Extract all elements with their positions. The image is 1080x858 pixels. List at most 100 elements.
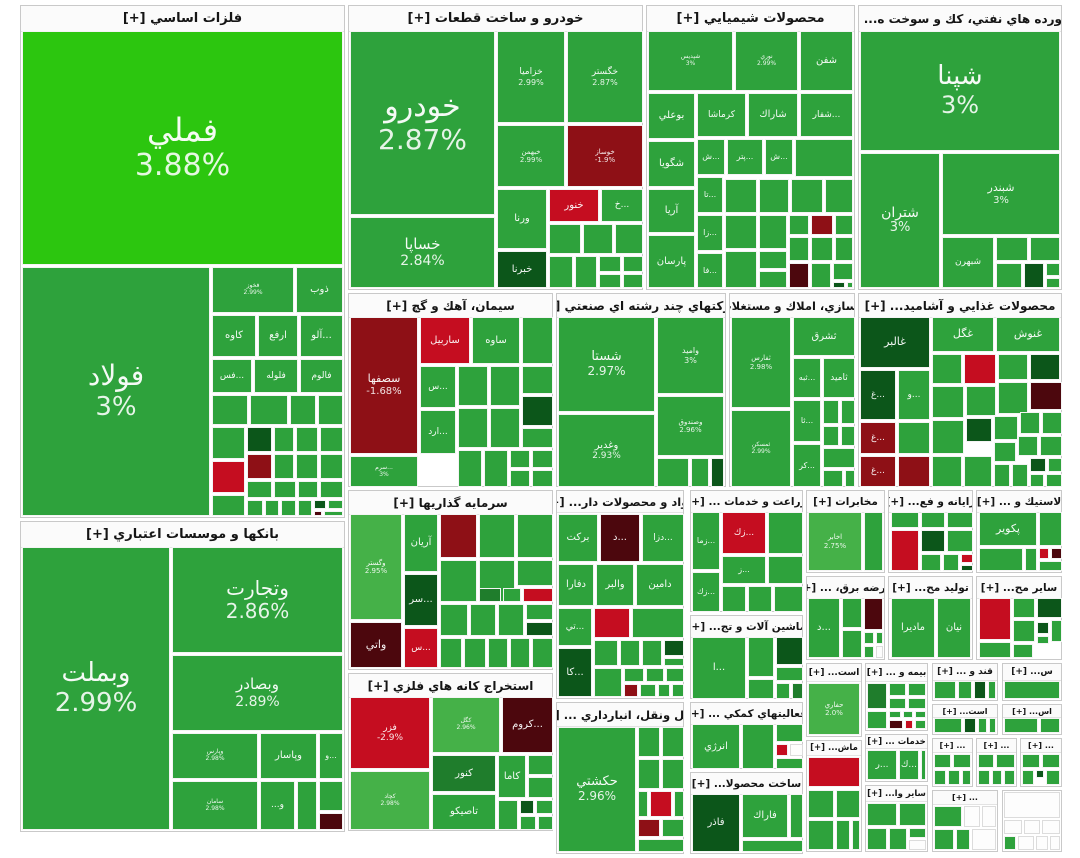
treemap-cell[interactable] bbox=[532, 470, 553, 487]
treemap-cell[interactable] bbox=[1037, 636, 1049, 644]
treemap-cell[interactable] bbox=[594, 608, 630, 638]
treemap-cell-حفاري[interactable]: حفاري 2.0% bbox=[808, 683, 860, 735]
treemap-cell[interactable] bbox=[889, 720, 903, 729]
treemap-cell-شفن[interactable]: شفن bbox=[800, 31, 853, 91]
treemap-cell[interactable] bbox=[510, 470, 530, 487]
treemap-cell[interactable] bbox=[961, 554, 973, 563]
sector-header-multi[interactable]: شركتهاي چند رشته اي صنعتي [+] bbox=[557, 294, 725, 318]
treemap-cell[interactable] bbox=[650, 791, 672, 817]
treemap-cell[interactable] bbox=[1039, 561, 1062, 571]
treemap-cell-...تي[interactable]: ...تي bbox=[558, 608, 592, 646]
treemap-cell[interactable] bbox=[725, 215, 757, 249]
treemap-cell-ثفارس[interactable]: ثفارس 2.98% bbox=[731, 317, 791, 408]
treemap-cell[interactable] bbox=[776, 744, 788, 756]
treemap-cell[interactable] bbox=[908, 683, 926, 696]
treemap-cell[interactable] bbox=[934, 718, 962, 733]
treemap-cell[interactable] bbox=[958, 681, 972, 699]
treemap-cell-...زما[interactable]: ...زما bbox=[692, 512, 720, 570]
treemap-cell-فملي[interactable]: فملي 3.88% bbox=[22, 31, 343, 265]
treemap-cell[interactable] bbox=[517, 560, 553, 586]
treemap-cell-...ز[interactable]: ...ز bbox=[722, 556, 766, 584]
sector-header-support[interactable]: فعاليتهاي كمكي ... [+] bbox=[691, 703, 802, 725]
treemap-cell-...زك[interactable]: ...زك bbox=[722, 512, 766, 554]
treemap-cell-والبر[interactable]: والبر bbox=[596, 564, 634, 606]
treemap-cell[interactable] bbox=[247, 481, 272, 498]
treemap-cell[interactable] bbox=[835, 215, 853, 235]
treemap-cell[interactable] bbox=[488, 638, 508, 668]
treemap-cell[interactable] bbox=[1040, 718, 1060, 733]
treemap-cell[interactable] bbox=[921, 530, 945, 552]
sector-header-metals[interactable]: فلزات اساسي [+] bbox=[21, 6, 344, 32]
sector-header-telecom[interactable]: مخابرات [+] bbox=[807, 491, 884, 513]
treemap-cell[interactable] bbox=[998, 382, 1028, 414]
treemap-cell[interactable] bbox=[725, 179, 757, 213]
treemap-cell[interactable] bbox=[314, 511, 322, 516]
treemap-cell[interactable] bbox=[498, 800, 518, 830]
treemap-cell[interactable] bbox=[947, 530, 973, 552]
treemap-cell-وبملت[interactable]: وبملت 2.99% bbox=[22, 547, 170, 830]
treemap-cell-پارسان[interactable]: پارسان bbox=[648, 235, 695, 288]
treemap-cell[interactable] bbox=[532, 450, 553, 468]
treemap-cell[interactable] bbox=[1046, 263, 1060, 276]
sector-header-tiny1[interactable]: ... [+] bbox=[933, 739, 972, 753]
treemap-cell-...سرم[interactable]: ...سرم 3% bbox=[350, 456, 418, 487]
treemap-cell[interactable] bbox=[624, 668, 644, 682]
treemap-cell[interactable] bbox=[662, 819, 684, 837]
treemap-cell[interactable] bbox=[823, 426, 839, 446]
treemap-cell-فالوم[interactable]: فالوم bbox=[300, 359, 343, 393]
treemap-cell[interactable] bbox=[996, 263, 1022, 288]
treemap-cell-سصفها[interactable]: سصفها -1.68% bbox=[350, 317, 418, 454]
sector-header-food[interactable]: محصولات غذايي و آشاميد... [+] bbox=[859, 294, 1061, 318]
treemap-cell[interactable] bbox=[664, 640, 684, 656]
treemap-cell[interactable] bbox=[891, 512, 919, 528]
treemap-cell[interactable] bbox=[808, 757, 860, 787]
treemap-cell[interactable] bbox=[994, 442, 1016, 462]
treemap-cell[interactable] bbox=[464, 638, 486, 668]
treemap-cell[interactable] bbox=[974, 681, 986, 699]
treemap-cell-شتران[interactable]: شتران 3% bbox=[860, 153, 940, 288]
treemap-cell[interactable] bbox=[953, 754, 971, 768]
treemap-cell-كگل[interactable]: كگل 2.96% bbox=[432, 697, 500, 753]
treemap-cell[interactable] bbox=[972, 829, 996, 850]
treemap-cell-انرژي[interactable]: انرژي bbox=[692, 724, 740, 769]
treemap-cell-...خ[interactable]: ...خ bbox=[601, 189, 643, 222]
treemap-cell[interactable] bbox=[889, 711, 901, 718]
treemap-cell[interactable] bbox=[318, 395, 343, 425]
treemap-cell[interactable] bbox=[966, 386, 996, 416]
treemap-cell[interactable] bbox=[297, 781, 317, 830]
treemap-cell[interactable] bbox=[520, 800, 534, 814]
treemap-cell-وبصادر[interactable]: وبصادر 2.89% bbox=[172, 655, 343, 731]
treemap-cell-فولاد[interactable]: فولاد 3% bbox=[22, 267, 210, 516]
treemap-cell[interactable] bbox=[265, 500, 279, 516]
treemap-cell[interactable] bbox=[1030, 382, 1062, 410]
treemap-cell[interactable] bbox=[599, 274, 621, 288]
treemap-cell[interactable] bbox=[921, 512, 945, 528]
treemap-cell[interactable] bbox=[833, 282, 845, 288]
treemap-cell[interactable] bbox=[1036, 836, 1048, 850]
treemap-cell[interactable] bbox=[247, 427, 272, 452]
treemap-cell[interactable] bbox=[319, 813, 343, 830]
sector-header-services[interactable]: خدمات ... [+] bbox=[866, 735, 927, 749]
treemap-cell[interactable] bbox=[808, 790, 834, 818]
treemap-cell[interactable] bbox=[691, 458, 709, 487]
sector-header-insurance[interactable]: بيمه و ... [+] bbox=[866, 664, 927, 682]
treemap-cell[interactable] bbox=[996, 237, 1028, 261]
treemap-cell-اخابر[interactable]: اخابر 2.75% bbox=[808, 512, 862, 571]
treemap-cell[interactable] bbox=[1050, 836, 1060, 850]
treemap-cell[interactable] bbox=[523, 588, 553, 602]
treemap-cell-وپارس[interactable]: وپارس 2.98% bbox=[172, 733, 258, 779]
treemap-cell[interactable] bbox=[1004, 770, 1015, 785]
treemap-cell[interactable] bbox=[1022, 770, 1034, 785]
treemap-cell[interactable] bbox=[943, 554, 959, 571]
treemap-cell[interactable] bbox=[867, 828, 887, 850]
treemap-cell[interactable] bbox=[247, 500, 263, 516]
treemap-cell[interactable] bbox=[1030, 237, 1060, 261]
treemap-cell[interactable] bbox=[296, 427, 318, 452]
treemap-cell[interactable] bbox=[905, 720, 913, 729]
treemap-cell[interactable] bbox=[1013, 598, 1035, 618]
treemap-cell[interactable] bbox=[759, 251, 787, 269]
treemap-cell-حكشتي[interactable]: حكشتي 2.96% bbox=[558, 727, 636, 852]
treemap-cell-ثشرق[interactable]: ثشرق bbox=[793, 317, 855, 356]
treemap-cell[interactable] bbox=[583, 224, 613, 254]
treemap-cell[interactable] bbox=[638, 819, 660, 837]
